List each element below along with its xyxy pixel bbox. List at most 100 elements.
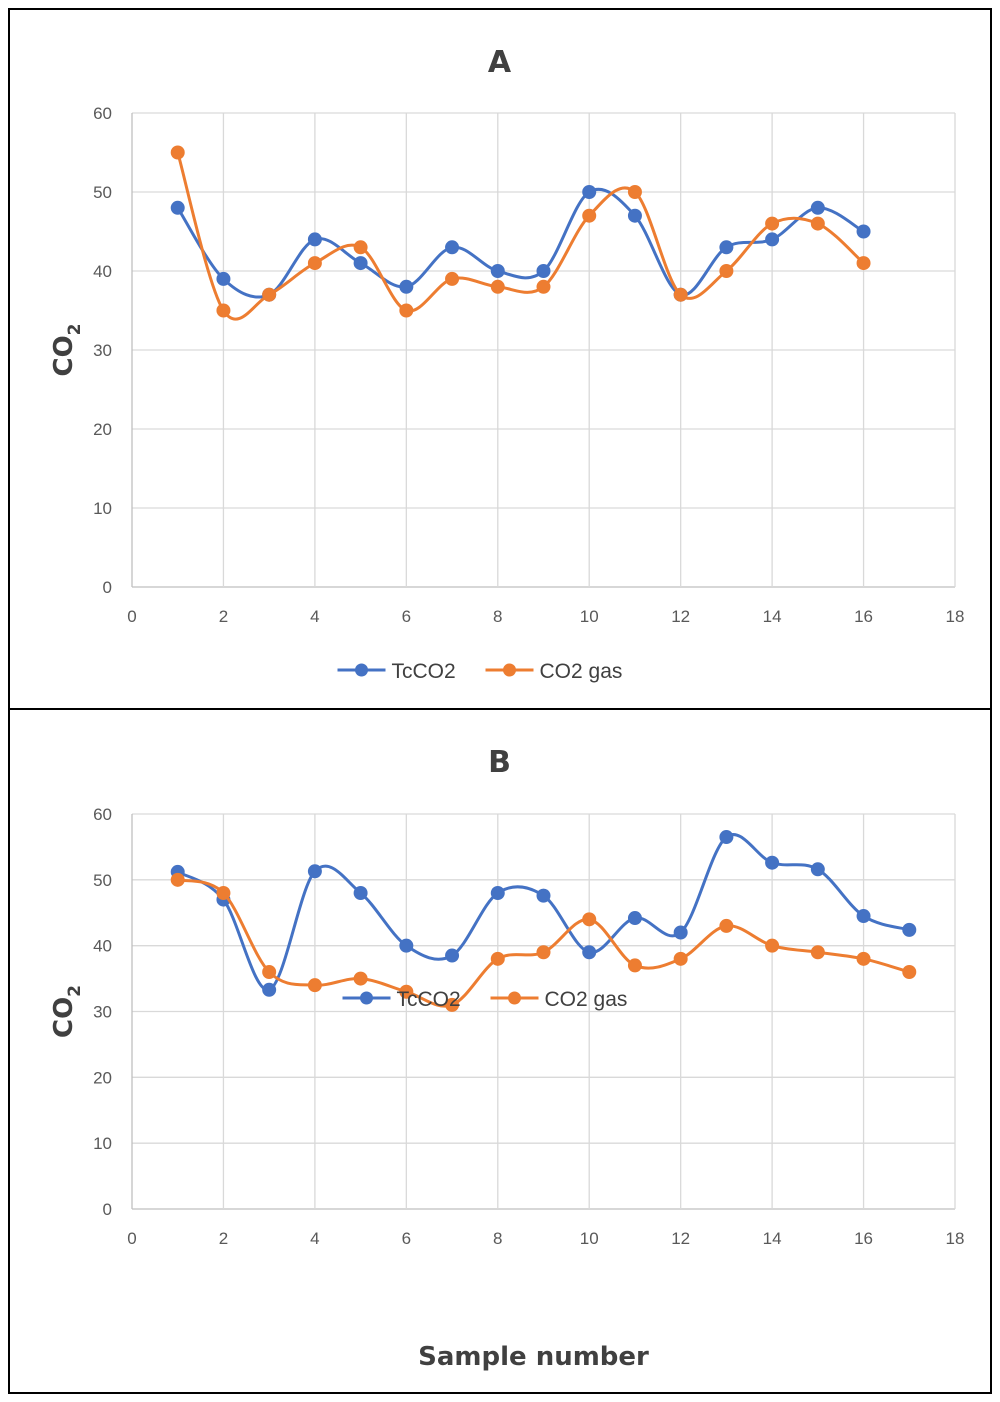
y-axis-label: CO2 <box>49 323 85 376</box>
legend: TcCO2 CO2 gas <box>337 660 623 683</box>
data-point <box>216 886 231 900</box>
data-point <box>673 287 688 302</box>
gridlines <box>131 112 956 588</box>
data-point <box>445 948 460 963</box>
data-point <box>627 958 642 973</box>
legend-entry-co2-gas: CO2 gas <box>490 988 628 1011</box>
chart-title: B <box>488 745 511 780</box>
gridlines <box>131 813 956 1210</box>
x-tick-label: 12 <box>671 607 690 626</box>
x-tick-label: 8 <box>493 607 502 626</box>
series-co2-gas <box>170 145 871 321</box>
x-tick-label: 10 <box>580 1229 599 1248</box>
data-point <box>627 208 642 223</box>
legend-entry-tcco2: TcCO2 <box>342 988 461 1011</box>
figure-frame <box>8 8 992 1394</box>
data-point <box>399 938 414 953</box>
y-tick-label: 10 <box>93 1134 112 1153</box>
data-point <box>490 951 505 966</box>
x-tick-label: 12 <box>671 1229 690 1248</box>
x-tick-label: 8 <box>493 1229 502 1248</box>
x-tick-label: 14 <box>763 607 782 626</box>
y-tick-label: 50 <box>93 871 112 890</box>
x-tick-label: 4 <box>310 1229 319 1248</box>
data-point <box>582 185 597 199</box>
legend-label: CO2 gas <box>540 660 623 683</box>
data-point <box>216 303 231 318</box>
chart-title: A <box>488 45 512 80</box>
series-tcco2 <box>170 185 871 302</box>
data-point <box>536 264 551 278</box>
legend-marker <box>503 663 516 677</box>
y-tick-label: 40 <box>93 937 112 956</box>
legend: TcCO2 CO2 gas <box>342 988 628 1011</box>
x-tick-label: 6 <box>402 607 411 626</box>
series-line <box>176 187 866 299</box>
series-co2-gas <box>170 872 917 1012</box>
data-point <box>673 925 688 940</box>
data-point <box>719 240 734 255</box>
chart-B: B 0 10 20 30 40 50 60 0 2 4 6 8 10 12 14 16 18 CO2 TcCO2 CO2… <box>49 745 964 1372</box>
data-point <box>490 279 505 294</box>
y-tick-label: 20 <box>93 1068 112 1087</box>
y-tick-label: 20 <box>93 420 112 439</box>
data-point <box>353 886 368 900</box>
y-axis-label: CO2 <box>49 985 85 1038</box>
data-point <box>262 287 277 302</box>
x-tick-label: 2 <box>219 607 228 626</box>
data-point <box>353 240 368 255</box>
data-point <box>673 951 688 966</box>
data-point <box>582 208 597 223</box>
data-point <box>627 911 642 926</box>
x-tick-label: 0 <box>127 1229 136 1248</box>
data-point <box>536 888 551 903</box>
y-tick-label: 30 <box>93 341 112 360</box>
legend-marker <box>360 991 373 1005</box>
data-point <box>353 971 368 986</box>
y-tick-label: 0 <box>103 578 112 597</box>
series-tcco2 <box>170 830 917 997</box>
legend-marker <box>508 991 521 1005</box>
data-point <box>536 279 551 294</box>
legend-marker <box>355 663 368 677</box>
data-point <box>262 982 277 997</box>
data-point <box>810 945 825 960</box>
x-tick-label: 10 <box>580 607 599 626</box>
legend-entry-co2-gas: CO2 gas <box>485 660 623 683</box>
x-axis-label: Sample number <box>418 1342 649 1372</box>
data-point <box>536 945 551 960</box>
data-point <box>216 271 231 286</box>
series-line <box>176 151 866 321</box>
data-point <box>445 271 460 286</box>
data-point <box>719 264 734 278</box>
data-point <box>170 145 185 160</box>
data-point <box>445 997 460 1012</box>
x-tick-label: 16 <box>854 1229 873 1248</box>
data-point <box>399 303 414 318</box>
data-point <box>765 216 780 231</box>
x-tick-label: 18 <box>946 1229 965 1248</box>
data-point <box>719 830 734 845</box>
x-tick-label: 14 <box>763 1229 782 1248</box>
y-tick-label: 60 <box>93 805 112 824</box>
data-point <box>307 864 322 879</box>
legend-entry-tcco2: TcCO2 <box>337 660 456 683</box>
data-point <box>399 984 414 999</box>
y-tick-label: 30 <box>93 1003 112 1022</box>
x-tick-label: 0 <box>127 607 136 626</box>
legend-label: CO2 gas <box>545 988 628 1011</box>
data-point <box>902 922 917 937</box>
x-tick-label: 6 <box>402 1229 411 1248</box>
x-tick-label: 18 <box>946 607 965 626</box>
data-point <box>490 886 505 900</box>
data-point <box>627 185 642 199</box>
data-point <box>445 240 460 255</box>
chart-A: A 0 10 20 30 40 50 60 0 2 4 6 8 10 12 14 16 18 CO2 TcCO2 CO2… <box>49 45 964 683</box>
data-point <box>856 256 871 271</box>
data-point <box>856 909 871 924</box>
data-point <box>262 965 277 979</box>
data-point <box>856 224 871 239</box>
legend-label: TcCO2 <box>397 988 461 1011</box>
data-point <box>765 232 780 247</box>
data-point <box>170 200 185 215</box>
